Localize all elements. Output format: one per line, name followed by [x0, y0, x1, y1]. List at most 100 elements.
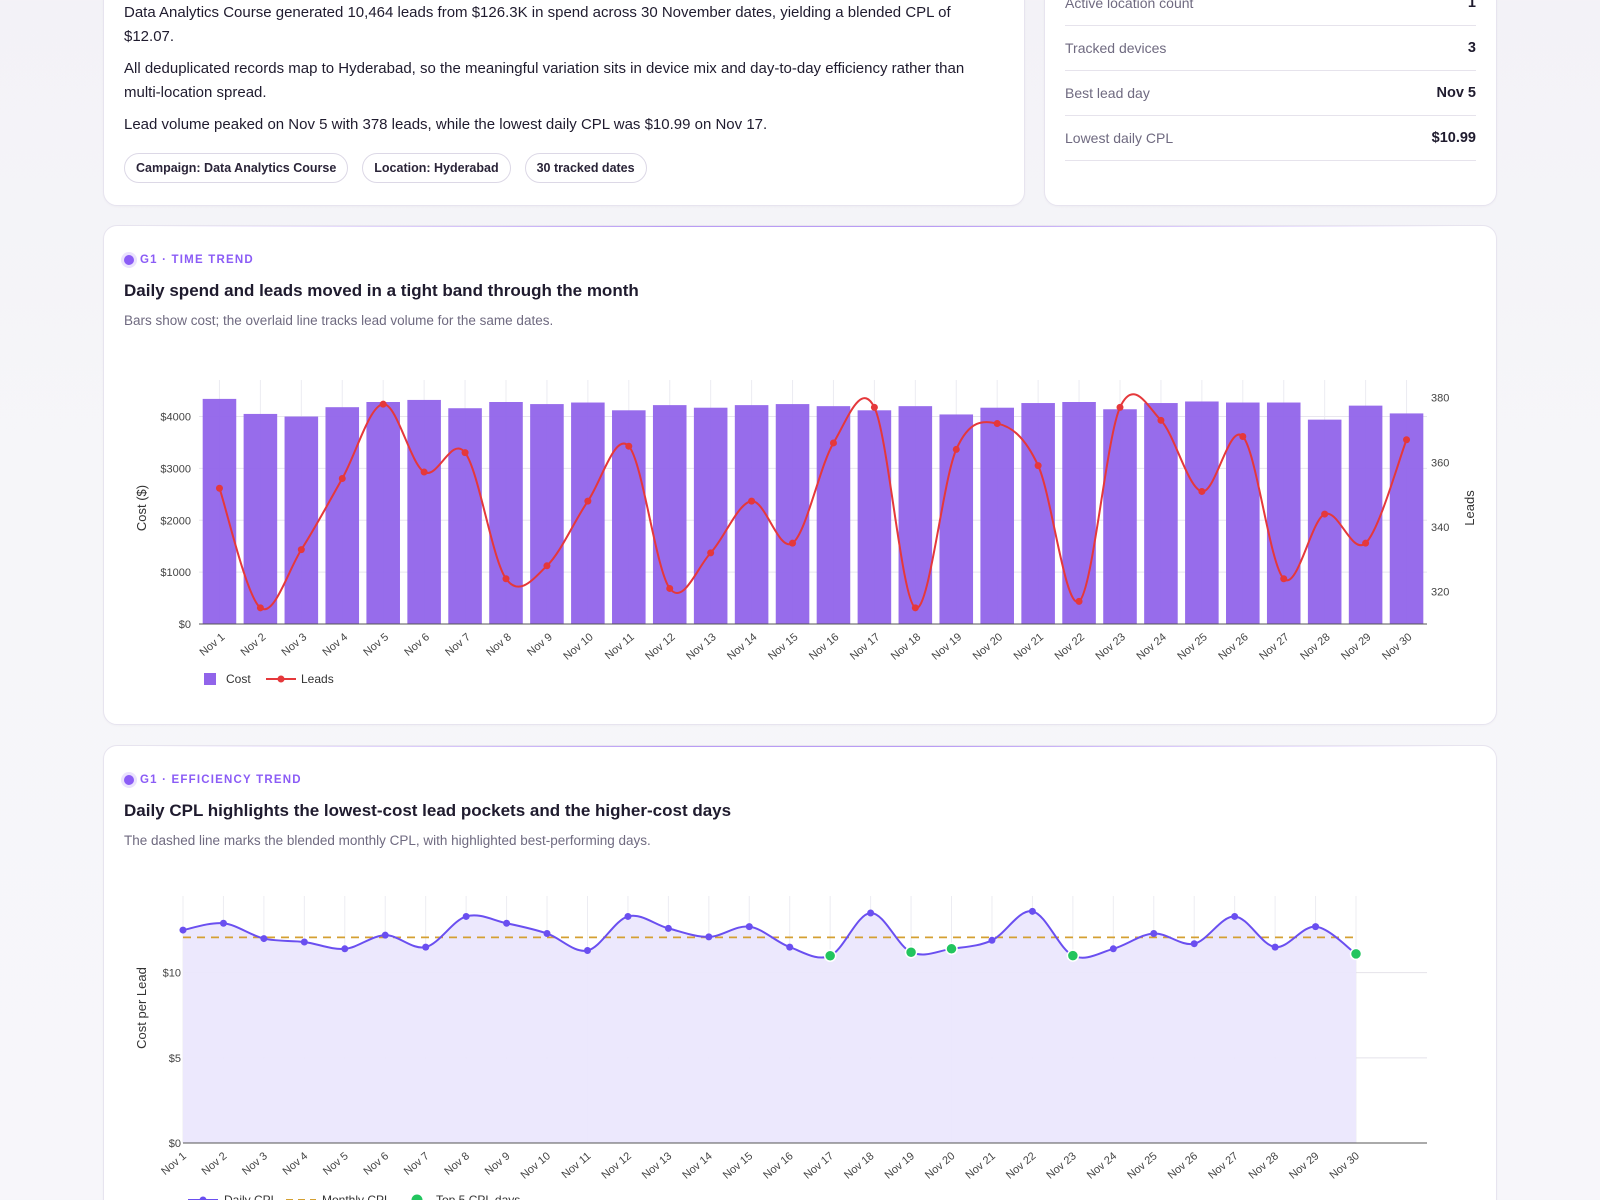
y-axis-title: Cost per Lead [134, 967, 149, 1049]
x-tick-label: Nov 14 [680, 1150, 714, 1182]
leads-point [1403, 436, 1411, 444]
legend-label: Leads [301, 672, 334, 686]
y-tick-label: $4000 [160, 412, 191, 424]
legend-label: Cost [226, 672, 251, 686]
x-tick-label: Nov 7 [402, 1150, 432, 1178]
cpl-chart[interactable]: $0 $5 $10 Nov 1 Nov 2 Nov 3 Nov 4 Nov 5 Nov 6 Nov… [104, 746, 1497, 1200]
y-tick-label: $0 [169, 1138, 181, 1150]
leads-point [379, 400, 387, 408]
kpi-row: Active location count 1 [1065, 0, 1476, 26]
time-trend-card: G1 · TIME TREND Daily spend and leads mo… [103, 225, 1497, 725]
cpl-point [988, 936, 996, 944]
cpl-point [381, 931, 389, 939]
x-tick-label: Nov 8 [484, 631, 514, 659]
leads-point [748, 497, 756, 505]
kpi-label: Lowest daily CPL [1065, 130, 1174, 146]
leads-point [502, 575, 510, 583]
x-tick-label: Nov 18 [842, 1150, 876, 1182]
card-accent-line [144, 226, 1456, 227]
y-right-tick-label: 320 [1431, 587, 1449, 599]
summary-paragraph: Data Analytics Course generated 10,464 l… [124, 4, 951, 45]
x-tick-label: Nov 2 [200, 1150, 230, 1178]
summary-paragraph: All deduplicated records map to Hyderaba… [124, 60, 965, 101]
x-tick-label: Nov 20 [971, 631, 1005, 663]
cpl-point [786, 943, 794, 951]
x-tick-label: Nov 2 [239, 631, 269, 659]
y-right-tick-label: 360 [1431, 457, 1449, 469]
cost-bar [816, 406, 851, 624]
y-tick-label: $2000 [160, 515, 191, 527]
cost-bar [1266, 402, 1301, 624]
leads-point [1157, 416, 1165, 424]
chart-subtitle: Bars show cost; the overlaid line tracks… [124, 313, 554, 328]
leads-point [1034, 462, 1042, 470]
cost-bar [530, 404, 564, 624]
y-tick-label: $0 [179, 619, 191, 631]
cpl-point [583, 947, 591, 955]
x-tick-label: Nov 12 [599, 1150, 633, 1182]
cost-leads-chart[interactable]: $0 $1000 $2000 $3000 $4000 320 340 360 380 Nov 1 N… [104, 226, 1497, 725]
cpl-point [745, 923, 753, 931]
y-tick-label: $10 [163, 968, 181, 980]
y-right-tick-label: 340 [1431, 522, 1449, 534]
x-tick-label: Nov 24 [1134, 631, 1168, 663]
x-tick-label: Nov 23 [1044, 1150, 1078, 1182]
x-tick-label: Nov 10 [519, 1150, 553, 1182]
x-tick-label: Nov 10 [561, 631, 595, 663]
x-tick-label: Nov 28 [1247, 1150, 1281, 1182]
cost-bar [366, 402, 400, 624]
summary-card: Data Analytics Course generated 10,464 l… [103, 0, 1025, 206]
cost-bar [775, 404, 810, 624]
cost-bar [1021, 403, 1055, 624]
x-tick-label: Nov 23 [1094, 631, 1128, 663]
x-tick-label: Nov 6 [402, 631, 432, 659]
leads-point [952, 445, 960, 453]
cpl-point [503, 919, 511, 927]
x-tick-label: Nov 11 [560, 1150, 594, 1181]
cpl-point [341, 945, 349, 953]
cpl-point [664, 924, 672, 932]
legend-swatch-top-cpl [411, 1194, 423, 1200]
legend-label: Daily CPL [224, 1193, 278, 1200]
x-tick-label: Nov 15 [721, 1150, 755, 1182]
y-axis-title: Cost ($) [134, 485, 149, 531]
eyebrow-dot-icon [124, 255, 134, 265]
time-trend-eyebrow: G1 · TIME TREND [124, 254, 254, 266]
x-tick-label: Nov 30 [1328, 1150, 1362, 1182]
x-tick-label: Nov 9 [525, 631, 555, 659]
kpi-row: Tracked devices 3 [1065, 26, 1476, 71]
x-tick-label: Nov 12 [643, 631, 677, 663]
cost-bar [202, 398, 237, 624]
leads-point [911, 604, 919, 612]
cpl-point [867, 909, 875, 917]
kpi-label: Active location count [1065, 0, 1194, 11]
x-tick-label: Nov 19 [883, 1150, 917, 1182]
leads-point [461, 449, 469, 457]
cpl-area [183, 911, 1356, 1143]
leads-point [1198, 487, 1206, 495]
kpi-value: $10.99 [1431, 130, 1476, 146]
top-cpl-marker [945, 942, 958, 956]
kpi-row: Lowest daily CPL $10.99 [1065, 116, 1476, 161]
cpl-point [300, 938, 308, 946]
x-tick-label: Nov 15 [766, 631, 800, 663]
cost-bar [1103, 409, 1137, 624]
x-tick-label: Nov 22 [1004, 1150, 1038, 1182]
x-tick-label: Nov 25 [1125, 1150, 1159, 1182]
chart-title: Daily spend and leads moved in a tight b… [124, 281, 639, 300]
cpl-point [260, 935, 268, 943]
leads-point [789, 539, 797, 547]
cost-bar [1062, 402, 1096, 624]
x-tick-label: Nov 17 [802, 1150, 836, 1182]
y-right-axis-title: Leads [1462, 490, 1477, 526]
leads-point [297, 546, 305, 554]
x-tick-label: Nov 24 [1085, 1150, 1119, 1182]
cost-bar [939, 414, 974, 624]
x-tick-label: Nov 5 [361, 631, 391, 659]
cost-bar [1144, 403, 1178, 624]
x-tick-label: Nov 5 [321, 1150, 351, 1178]
x-tick-label: Nov 3 [280, 631, 310, 659]
x-tick-label: Nov 1 [159, 1150, 189, 1178]
legend-swatch-daily-cpl-dot [199, 1196, 207, 1200]
x-tick-label: Nov 13 [640, 1150, 674, 1182]
